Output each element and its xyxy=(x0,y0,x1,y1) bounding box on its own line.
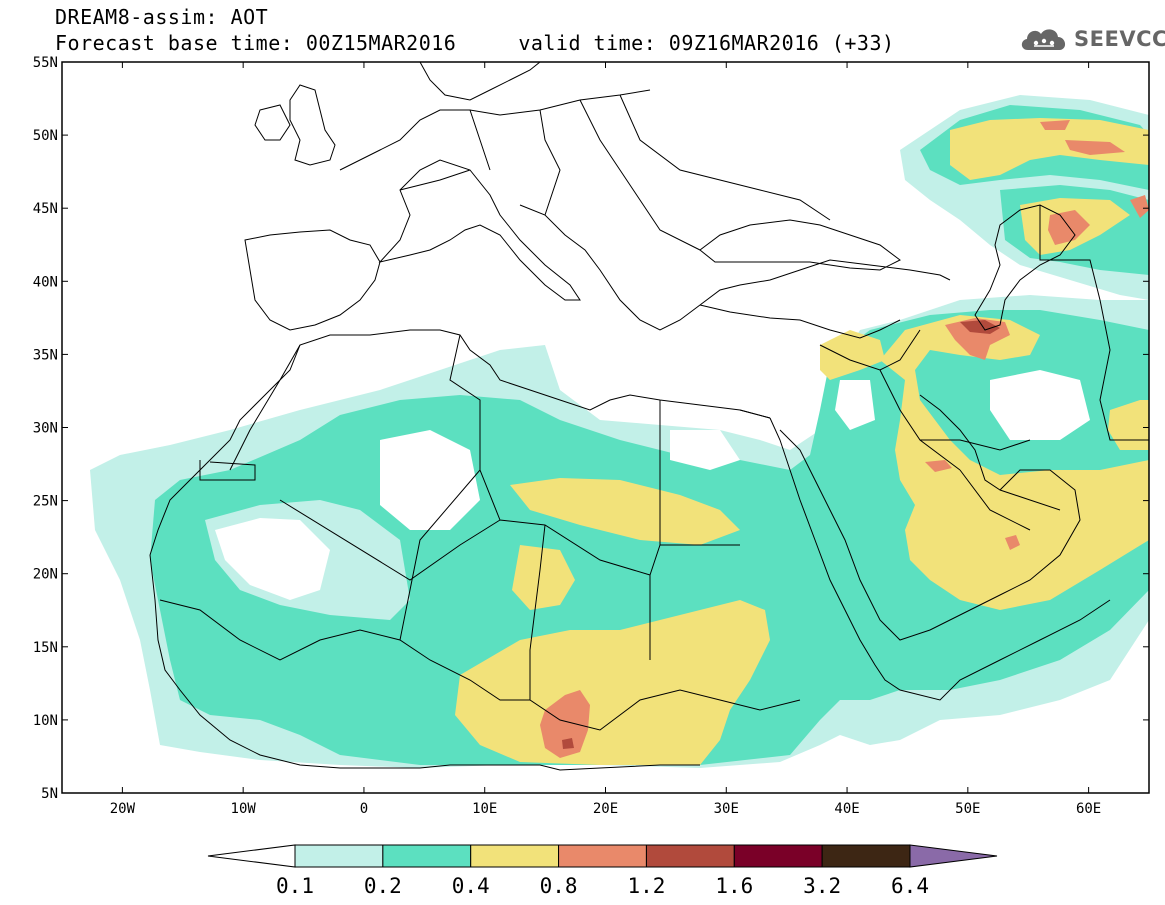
colorbar xyxy=(207,844,998,868)
lat-label: 50N xyxy=(33,128,58,144)
lon-label: 40E xyxy=(834,801,859,817)
colorbar-swatch xyxy=(382,844,472,868)
axis-labels: 55N 50N 45N 40N 35N 30N 25N 20N 15N 10N 5N 20W 10W 0 1… xyxy=(33,55,1102,817)
colorbar-label: 6.4 xyxy=(891,874,929,898)
aot-shading xyxy=(90,95,1149,768)
aot-clear-area xyxy=(380,430,480,530)
colorbar-swatch xyxy=(645,844,735,868)
time-info: Forecast base time: 00Z15MAR2016 valid ti… xyxy=(55,32,895,54)
borders-africa xyxy=(199,334,771,700)
aot-level-0.4 xyxy=(510,478,740,545)
borders-europe xyxy=(399,94,831,251)
aot-level-0.4 xyxy=(880,315,1149,610)
aot-level-1.2 xyxy=(562,738,574,749)
british-isles xyxy=(289,84,336,166)
colorbar-label: 0.1 xyxy=(276,874,314,898)
north-europe-coast xyxy=(339,89,651,171)
lon-label: 10W xyxy=(231,801,257,817)
lat-label: 45N xyxy=(33,201,58,217)
colorbar-labels: 0.1 0.2 0.4 0.8 1.2 1.6 3.2 6.4 xyxy=(276,874,929,898)
colorbar-label: 1.6 xyxy=(715,874,753,898)
colorbar-swatch xyxy=(470,844,560,868)
colorbar-label: 0.4 xyxy=(452,874,490,898)
lat-label: 35N xyxy=(33,347,58,363)
aot-level-0.4 xyxy=(455,600,770,765)
aot-level-0.4 xyxy=(950,118,1149,180)
aot-level-0.8 xyxy=(1040,120,1070,130)
colorbar-swatch xyxy=(733,844,823,868)
lon-label: 10E xyxy=(472,801,497,817)
lat-label: 25N xyxy=(33,494,58,510)
lon-label: 20W xyxy=(110,801,136,817)
valid-time: valid time: 09Z16MAR2016 (+33) xyxy=(518,31,895,55)
arabia-coast xyxy=(779,394,1081,641)
lat-label: 15N xyxy=(33,640,58,656)
aot-level-0.8 xyxy=(925,460,952,472)
scandinavia xyxy=(419,62,541,101)
aot-clear-area xyxy=(835,380,875,430)
colorbar-label: 0.8 xyxy=(540,874,578,898)
lat-label: 10N xyxy=(33,713,58,729)
black-sea xyxy=(699,219,901,271)
france-italy-coast xyxy=(378,159,581,301)
colorbar-low-arrow xyxy=(207,844,296,868)
borders-middle-east xyxy=(819,205,1149,531)
aot-clear-area xyxy=(670,430,740,470)
caspian-sea xyxy=(974,204,1076,331)
borders-sahel xyxy=(159,599,801,731)
map-title: DREAM8-assim: AOT xyxy=(55,5,269,29)
axis-ticks xyxy=(62,61,1149,794)
colorbar-swatch xyxy=(821,844,911,868)
lat-label: 5N xyxy=(41,786,58,802)
aot-level-0.8 xyxy=(1065,140,1125,155)
colorbar-swatch xyxy=(294,844,384,868)
cloud-icon xyxy=(1021,29,1066,50)
colorbar-label: 1.2 xyxy=(627,874,665,898)
colorbar-label: 3.2 xyxy=(803,874,841,898)
lon-label: 20E xyxy=(593,801,618,817)
guinea-coast xyxy=(149,554,700,771)
lon-label: 30E xyxy=(714,801,739,817)
logo-text: SEEVCCC xyxy=(1074,27,1165,51)
lon-label: 0 xyxy=(360,801,368,817)
turkey-coast xyxy=(699,304,901,339)
ireland xyxy=(254,104,291,141)
lat-label: 20N xyxy=(33,567,58,583)
red-sea-coast xyxy=(769,417,1111,701)
iberia-coast xyxy=(244,229,381,331)
lat-label: 30N xyxy=(33,421,58,437)
lon-label: 60E xyxy=(1076,801,1101,817)
lat-label: 40N xyxy=(33,274,58,290)
aot-level-0.4 xyxy=(1108,400,1149,450)
colorbar-label: 0.2 xyxy=(364,874,402,898)
aot-clear-area xyxy=(215,518,330,600)
aot-level-0.4 xyxy=(820,330,885,380)
aot-level-0.8 xyxy=(1130,195,1149,218)
colorbar-high-arrow xyxy=(909,844,998,868)
lon-label: 50E xyxy=(955,801,980,817)
aot-level-0.8 xyxy=(540,690,590,758)
seevccc-logo: SEEVCCC xyxy=(1018,22,1165,56)
base-time: Forecast base time: 00Z15MAR2016 xyxy=(55,31,457,55)
africa-coast xyxy=(149,329,771,556)
colorbar-swatch xyxy=(558,844,647,868)
aot-level-0.4 xyxy=(512,545,575,610)
coastlines xyxy=(149,62,1149,771)
aot-level-0.8 xyxy=(1005,535,1020,550)
lat-label: 55N xyxy=(33,55,58,71)
aot-clear-area xyxy=(990,370,1090,440)
aot-level-1.2 xyxy=(960,320,1000,334)
